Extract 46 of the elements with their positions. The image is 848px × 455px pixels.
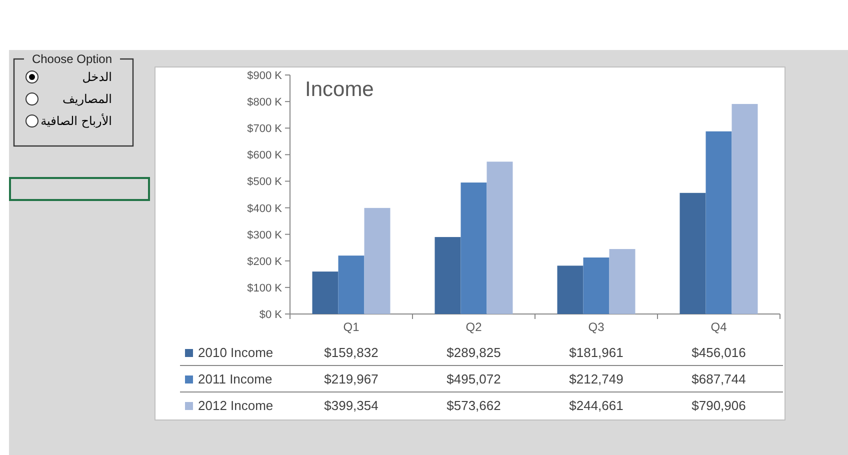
bar bbox=[460, 182, 487, 314]
x-tick-label: Q1 bbox=[343, 320, 360, 334]
text: الدخل bbox=[82, 70, 112, 84]
y-tick-label: $900 K bbox=[247, 70, 283, 82]
bar bbox=[364, 208, 390, 314]
data-label: $790,906 bbox=[692, 398, 746, 413]
data-label: $219,967 bbox=[324, 372, 378, 386]
chart-title: Income bbox=[305, 78, 374, 101]
data-label: $456,016 bbox=[692, 345, 746, 360]
y-tick-label: $300 K bbox=[247, 229, 283, 242]
bar bbox=[557, 266, 584, 314]
bar bbox=[732, 104, 758, 314]
bar bbox=[583, 258, 610, 314]
bar bbox=[680, 192, 706, 314]
y-tick-label: $100 K bbox=[247, 282, 283, 294]
y-tick-label: $500 K bbox=[247, 176, 283, 188]
x-tick-label: Q2 bbox=[466, 320, 482, 334]
text: المصاريف bbox=[62, 92, 112, 106]
y-tick-label: $700 K bbox=[247, 123, 283, 136]
bar bbox=[434, 237, 461, 314]
bar bbox=[609, 249, 636, 314]
legend-label: 2012 Income bbox=[198, 398, 274, 413]
data-label: $289,825 bbox=[446, 345, 501, 360]
x-tick-label: Q4 bbox=[710, 320, 728, 334]
bar bbox=[338, 256, 364, 314]
bar bbox=[312, 272, 338, 314]
data-label: $399,354 bbox=[324, 398, 378, 413]
legend-label: 2010 Income bbox=[198, 345, 274, 360]
data-label: $244,661 bbox=[569, 398, 624, 413]
legend-label: 2011 Income bbox=[198, 372, 272, 386]
text: Choose Option bbox=[32, 52, 112, 66]
data-label: $181,961 bbox=[569, 345, 624, 360]
y-tick-label: $600 K bbox=[247, 150, 283, 162]
bar bbox=[706, 131, 732, 314]
bar bbox=[486, 162, 513, 314]
data-label: $212,749 bbox=[569, 372, 624, 386]
data-label: $687,744 bbox=[692, 372, 746, 386]
data-label: $159,832 bbox=[324, 345, 378, 360]
y-tick-label: $400 K bbox=[247, 202, 283, 215]
text: الأرباح الصافية bbox=[40, 113, 112, 128]
x-tick-label: Q3 bbox=[588, 320, 605, 334]
data-label: $495,072 bbox=[446, 372, 501, 386]
y-tick-label: $0 K bbox=[259, 309, 283, 321]
y-tick-label: $200 K bbox=[247, 256, 283, 268]
y-tick-label: $800 K bbox=[247, 96, 283, 109]
data-label: $573,662 bbox=[446, 398, 501, 413]
